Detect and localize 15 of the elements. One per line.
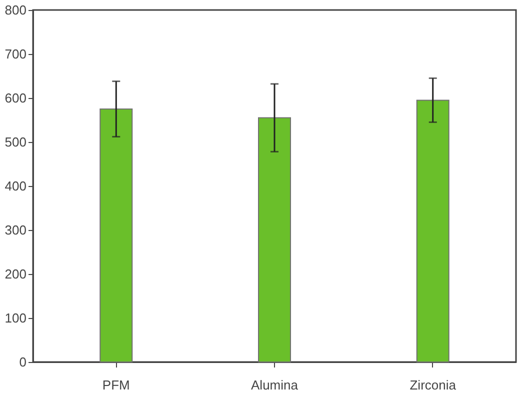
bar: [100, 108, 133, 362]
y-tick-label: 400: [4, 178, 26, 194]
x-tick-label: Alumina: [251, 378, 299, 392]
y-tick-label: 800: [4, 2, 26, 18]
y-tick-label: 0: [19, 354, 26, 370]
y-tick-label: 100: [4, 310, 26, 326]
y-tick-label: 700: [4, 46, 26, 62]
bar: [416, 100, 450, 362]
x-tick-label: Zirconia: [410, 378, 457, 392]
y-tick-label: 200: [4, 266, 26, 282]
bar: [258, 117, 291, 362]
y-tick-label: 300: [4, 222, 26, 238]
y-tick-label: 600: [4, 90, 26, 106]
x-tick-label: PFM: [102, 378, 130, 392]
y-tick-label: 500: [4, 134, 26, 150]
